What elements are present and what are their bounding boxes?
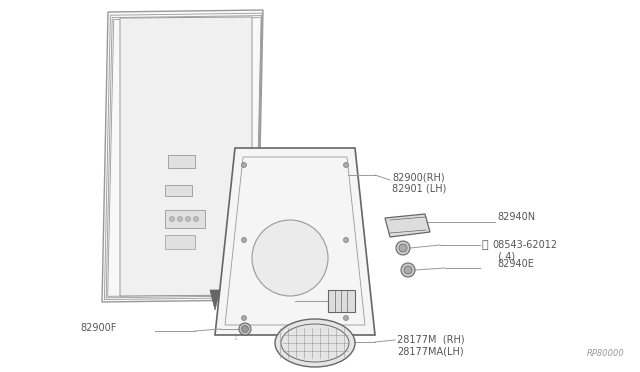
Circle shape: [344, 315, 349, 321]
Circle shape: [241, 163, 246, 167]
Polygon shape: [165, 210, 205, 228]
Circle shape: [193, 217, 198, 221]
Circle shape: [404, 266, 412, 274]
Circle shape: [401, 263, 415, 277]
Circle shape: [177, 217, 182, 221]
Text: 08543-62012
  ( 4): 08543-62012 ( 4): [492, 240, 557, 262]
Text: RP80000: RP80000: [588, 349, 625, 358]
Polygon shape: [210, 290, 220, 310]
Circle shape: [241, 326, 248, 333]
Text: 82960M: 82960M: [297, 293, 336, 303]
Text: 82900(RH)
82901 (LH): 82900(RH) 82901 (LH): [392, 172, 446, 193]
Text: 82940E: 82940E: [497, 259, 534, 269]
Text: 82900F: 82900F: [80, 323, 116, 333]
Circle shape: [344, 163, 349, 167]
Circle shape: [344, 237, 349, 243]
Polygon shape: [102, 10, 263, 302]
Polygon shape: [165, 235, 195, 249]
Circle shape: [241, 237, 246, 243]
Polygon shape: [168, 155, 195, 168]
Polygon shape: [328, 290, 355, 312]
Polygon shape: [215, 148, 375, 335]
Circle shape: [239, 323, 251, 335]
Ellipse shape: [275, 319, 355, 367]
Circle shape: [170, 217, 175, 221]
Circle shape: [396, 241, 410, 255]
Text: Ⓝ: Ⓝ: [482, 240, 488, 250]
Text: 28177M  (RH)
28177MA(LH): 28177M (RH) 28177MA(LH): [397, 335, 465, 357]
Circle shape: [252, 220, 328, 296]
Polygon shape: [385, 214, 430, 237]
Circle shape: [241, 315, 246, 321]
Polygon shape: [120, 17, 252, 296]
Circle shape: [399, 244, 407, 252]
Text: 82940N: 82940N: [497, 212, 535, 222]
Polygon shape: [165, 185, 192, 196]
Circle shape: [186, 217, 191, 221]
